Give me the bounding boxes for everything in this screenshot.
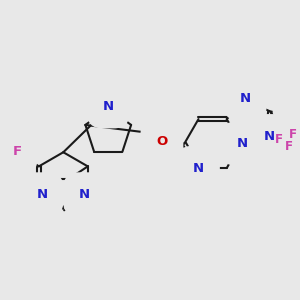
- Text: F: F: [13, 146, 22, 158]
- Text: F: F: [289, 128, 297, 141]
- Text: N: N: [193, 161, 204, 175]
- Text: N: N: [237, 137, 248, 150]
- Text: N: N: [264, 130, 275, 143]
- Text: F: F: [285, 140, 293, 153]
- Text: N: N: [79, 188, 90, 201]
- Text: N: N: [240, 92, 251, 105]
- Text: O: O: [156, 134, 167, 148]
- Text: N: N: [103, 100, 114, 112]
- Text: N: N: [37, 188, 48, 201]
- Text: F: F: [274, 133, 282, 146]
